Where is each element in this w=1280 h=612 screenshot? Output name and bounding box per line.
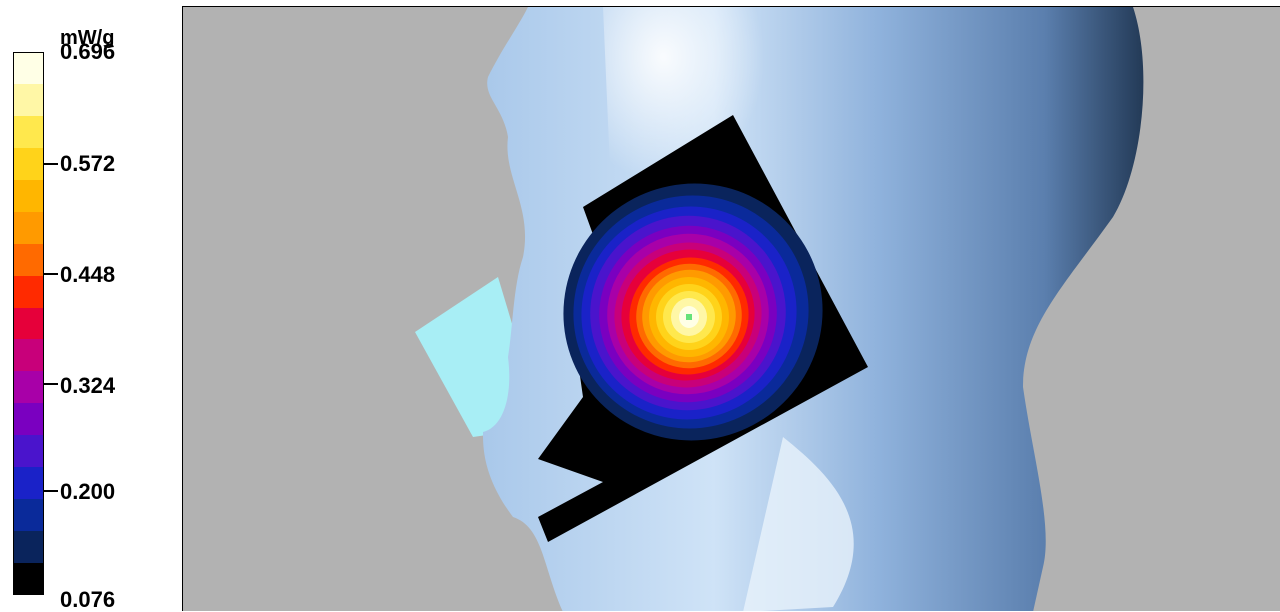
colorbar	[13, 52, 44, 596]
colorbar-swatch	[13, 371, 44, 404]
tick-mark	[44, 490, 58, 492]
colorbar-swatch	[13, 147, 44, 181]
tick-label-5: 0.200	[60, 479, 116, 504]
max-sar-marker	[686, 314, 692, 320]
colorbar-swatch	[13, 499, 44, 532]
colorbar-swatch	[13, 339, 44, 372]
tick-label-max: 0.696	[60, 39, 116, 64]
color-legend: mW/g 0.696 0.572 0.448 0.324 0.200 0.076	[0, 0, 181, 612]
tick-mark	[44, 163, 58, 165]
colorbar-swatch	[13, 52, 44, 86]
colorbar-swatch	[13, 435, 44, 468]
tick-label-4: 0.324	[60, 373, 116, 398]
colorbar-swatch	[13, 307, 44, 340]
head-phantom-render	[415, 7, 1144, 611]
tick-label-3: 0.448	[60, 262, 116, 287]
colorbar-swatch	[13, 563, 44, 596]
colorbar-swatch	[13, 179, 44, 213]
tick-label-2: 0.572	[60, 151, 116, 176]
legend-unit-label: mW/g	[60, 27, 115, 49]
colorbar-swatch	[13, 211, 44, 245]
colorbar-swatch	[13, 115, 44, 149]
tick-mark	[44, 273, 58, 275]
colorbar-swatch	[13, 531, 44, 564]
colorbar-swatch	[13, 83, 44, 117]
colorbar-swatch	[13, 275, 44, 309]
tick-label-min: 0.076	[60, 587, 116, 612]
colorbar-swatch	[13, 403, 44, 436]
tick-mark	[44, 383, 58, 385]
3d-viewport[interactable]	[182, 6, 1280, 611]
colorbar-swatch	[13, 467, 44, 500]
colorbar-swatch	[13, 243, 44, 277]
sar-contours	[563, 183, 823, 441]
